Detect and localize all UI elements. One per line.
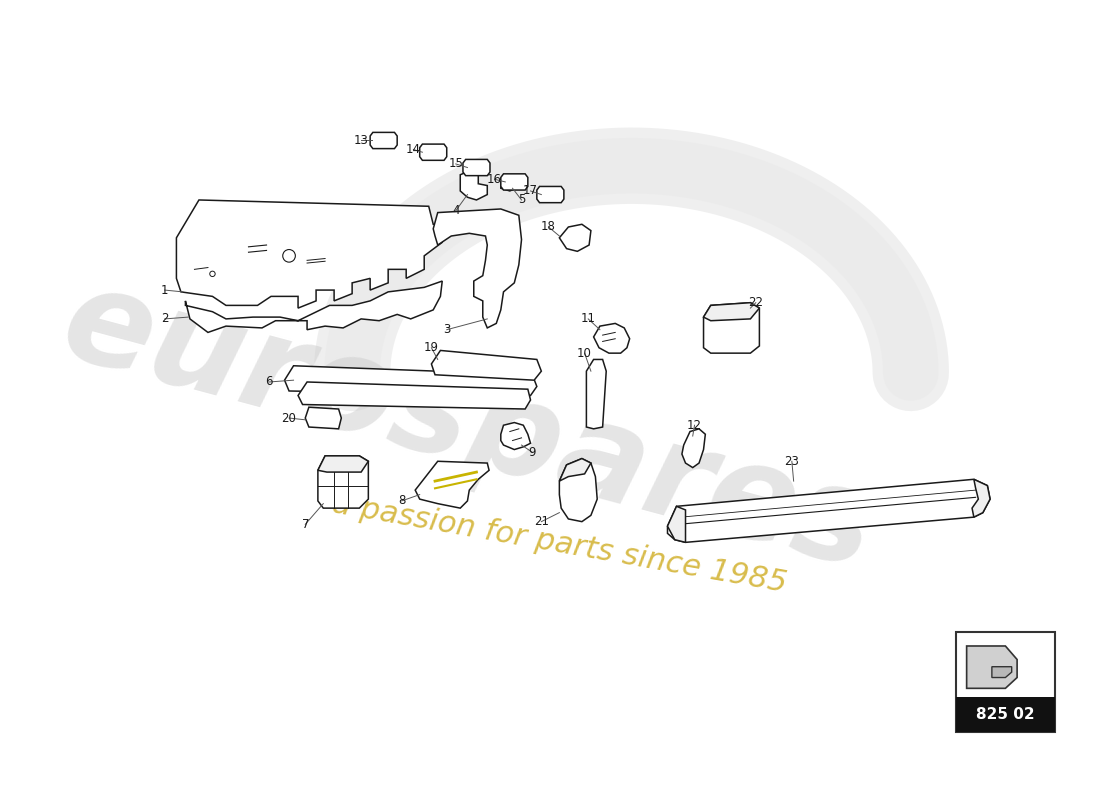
Polygon shape	[682, 429, 705, 467]
Text: 6: 6	[265, 375, 273, 389]
Polygon shape	[500, 174, 516, 191]
Text: 14: 14	[406, 143, 421, 156]
Polygon shape	[298, 382, 530, 409]
Text: 11: 11	[581, 313, 596, 326]
Text: 9: 9	[529, 446, 536, 458]
Text: 825 02: 825 02	[976, 707, 1035, 722]
Polygon shape	[433, 209, 521, 328]
Polygon shape	[560, 224, 591, 251]
Polygon shape	[186, 281, 442, 333]
Polygon shape	[537, 186, 564, 202]
Text: 5: 5	[518, 194, 525, 206]
Polygon shape	[560, 458, 597, 522]
Polygon shape	[500, 174, 528, 190]
Text: 8: 8	[398, 494, 406, 507]
Polygon shape	[704, 302, 759, 321]
Polygon shape	[972, 479, 990, 517]
Bar	[956, 633, 1055, 731]
Polygon shape	[463, 159, 490, 176]
Text: 3: 3	[443, 323, 450, 336]
Polygon shape	[176, 200, 442, 308]
Polygon shape	[431, 350, 541, 380]
Text: 4: 4	[452, 204, 460, 218]
Polygon shape	[460, 170, 487, 200]
Text: 23: 23	[784, 454, 800, 468]
Text: 10: 10	[578, 346, 592, 360]
Polygon shape	[500, 422, 530, 450]
Polygon shape	[415, 462, 490, 508]
Text: 19: 19	[424, 342, 439, 354]
Polygon shape	[285, 366, 537, 395]
Polygon shape	[318, 456, 368, 472]
Text: 16: 16	[487, 173, 502, 186]
Text: eurospares: eurospares	[50, 258, 889, 596]
Polygon shape	[306, 407, 341, 429]
Polygon shape	[594, 323, 629, 353]
Polygon shape	[318, 456, 368, 508]
Text: 17: 17	[522, 185, 538, 198]
Text: 13: 13	[354, 134, 368, 147]
Text: 12: 12	[688, 418, 702, 432]
Polygon shape	[704, 302, 759, 353]
Text: 7: 7	[301, 518, 309, 531]
Polygon shape	[668, 479, 990, 542]
Polygon shape	[370, 132, 397, 149]
Polygon shape	[967, 646, 1018, 688]
Polygon shape	[586, 359, 606, 429]
Polygon shape	[992, 666, 1012, 678]
Text: 22: 22	[748, 296, 763, 309]
Circle shape	[210, 271, 216, 277]
Polygon shape	[560, 458, 591, 481]
Text: 15: 15	[449, 158, 463, 170]
Bar	[956, 698, 1055, 731]
Polygon shape	[420, 144, 447, 160]
Circle shape	[283, 250, 296, 262]
Polygon shape	[668, 506, 685, 542]
Text: 2: 2	[161, 313, 168, 326]
Text: a passion for parts since 1985: a passion for parts since 1985	[330, 490, 789, 598]
Text: 18: 18	[541, 221, 556, 234]
Text: 1: 1	[161, 283, 168, 297]
Text: 21: 21	[534, 515, 549, 528]
Text: 20: 20	[282, 411, 297, 425]
